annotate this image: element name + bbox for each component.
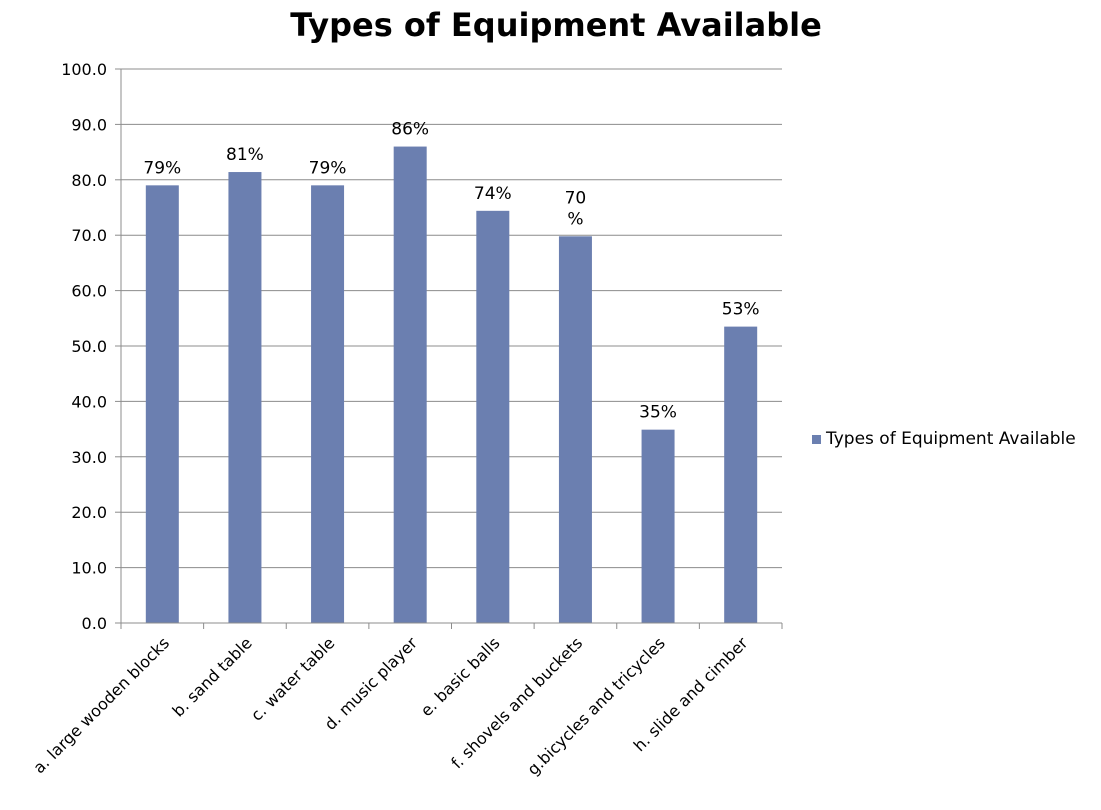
y-tick-label: 90.0 xyxy=(71,115,107,134)
bar xyxy=(476,210,510,623)
y-tick-label: 70.0 xyxy=(71,226,107,245)
legend-swatch xyxy=(812,434,821,444)
legend-label: Types of Equipment Available xyxy=(826,429,1076,449)
x-tick-label: g.bicycles and tricycles xyxy=(523,633,669,779)
legend: Types of Equipment Available xyxy=(812,429,1076,449)
bar xyxy=(393,146,427,623)
data-label: 74% xyxy=(474,184,512,204)
data-label: 81% xyxy=(226,145,264,165)
x-tick-label: b. sand table xyxy=(169,633,256,720)
bar xyxy=(228,172,262,623)
x-tick-label: c. water table xyxy=(247,633,338,724)
data-label: 53% xyxy=(722,300,760,320)
bar xyxy=(558,236,592,624)
bar xyxy=(641,429,675,623)
data-labels: 79% 81% 79% 86% 74% 70% 35% 53% xyxy=(143,120,759,423)
bar xyxy=(311,185,345,623)
chart-title: Types of Equipment Available xyxy=(290,6,822,44)
y-tick-label: 60.0 xyxy=(71,282,107,301)
gridlines xyxy=(115,68,782,624)
y-tick-label: 0.0 xyxy=(82,614,107,633)
axes xyxy=(120,69,783,629)
y-tick-label: 20.0 xyxy=(71,503,107,522)
y-tick-labels: 0.0 10.0 20.0 30.0 40.0 50.0 60.0 70.0 80.0 90.0 1… xyxy=(61,60,107,633)
data-label: 79% xyxy=(309,158,347,178)
data-label: 86% xyxy=(391,120,429,140)
x-tick-label: a. large wooden blocks xyxy=(29,633,173,777)
y-tick-label: 40.0 xyxy=(71,392,107,411)
y-tick-label: 80.0 xyxy=(71,171,107,190)
x-tick-label: e. basic balls xyxy=(417,633,504,720)
y-tick-label: 100.0 xyxy=(61,60,107,79)
bar xyxy=(145,185,179,623)
bars xyxy=(145,146,758,624)
data-label: % xyxy=(567,209,583,229)
y-tick-label: 10.0 xyxy=(71,559,107,578)
data-label: 35% xyxy=(639,403,677,423)
data-label: 79% xyxy=(143,158,181,178)
bar xyxy=(724,326,758,623)
y-tick-label: 30.0 xyxy=(71,448,107,467)
y-tick-label: 50.0 xyxy=(71,337,107,356)
data-label: 70 xyxy=(565,188,587,208)
